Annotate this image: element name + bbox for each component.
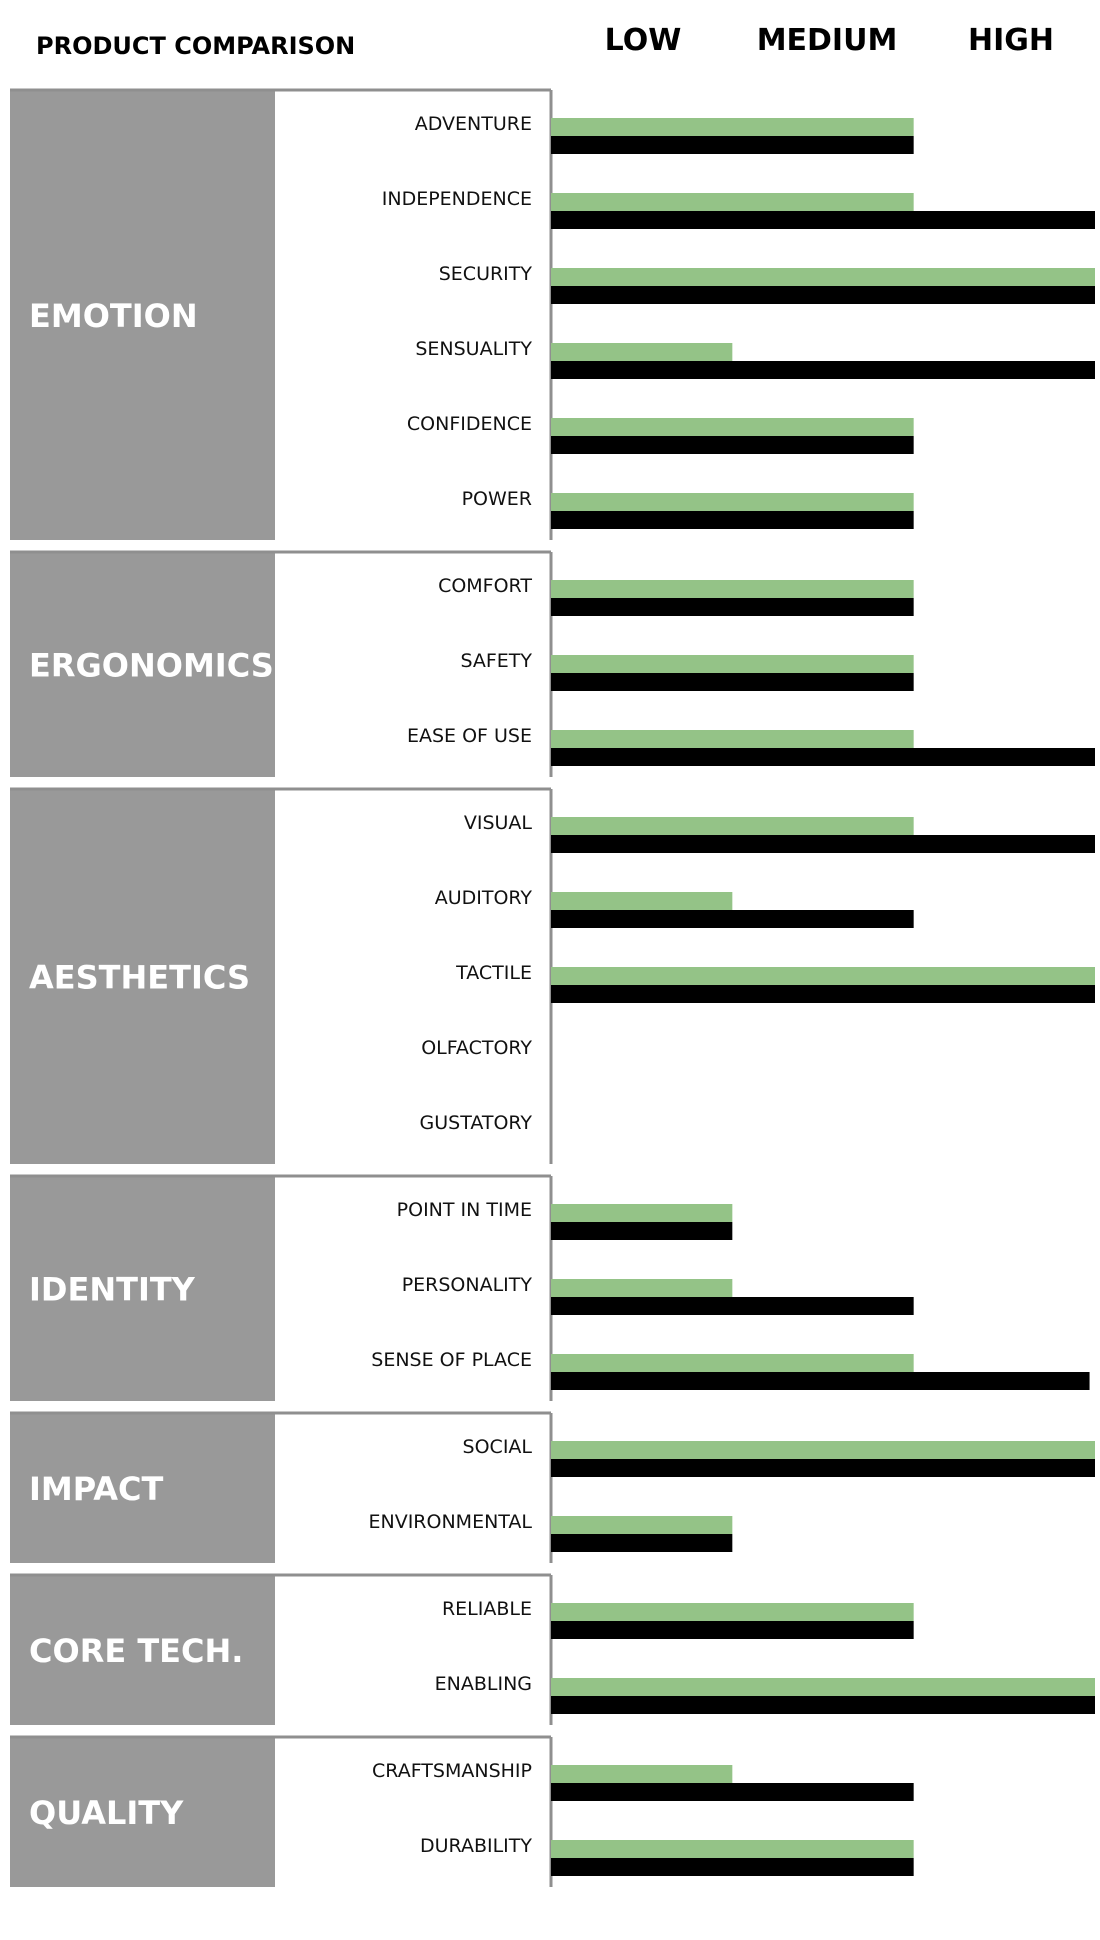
bar-power-green [551,493,914,511]
category-box-ergonomics [10,552,275,777]
item-label-ease-of-use: EASE OF USE [407,725,532,747]
bar-ease-of-use-black [551,748,1095,766]
level-label-medium: MEDIUM [757,23,898,58]
item-label-adventure: ADVENTURE [415,113,532,135]
bar-sense-of-place-green [551,1354,914,1372]
bar-safety-black [551,673,914,691]
item-label-enabling: ENABLING [435,1673,532,1695]
item-label-personality: PERSONALITY [402,1274,533,1296]
level-label-low: LOW [605,23,682,58]
item-label-point-in-time: POINT IN TIME [397,1199,532,1221]
bar-visual-black [551,835,1095,853]
bar-point-in-time-green [551,1204,733,1222]
bar-personality-black [551,1297,914,1315]
item-label-security: SECURITY [439,263,533,285]
bar-confidence-green [551,418,914,436]
bar-social-black [551,1459,1095,1477]
bar-independence-green [551,193,914,211]
bar-point-in-time-black [551,1222,733,1240]
item-label-sensuality: SENSUALITY [415,338,532,360]
bar-auditory-black [551,910,914,928]
item-label-reliable: RELIABLE [442,1598,532,1620]
bar-reliable-black [551,1621,914,1639]
bar-personality-green [551,1279,733,1297]
category-label-core-tech: CORE TECH. [29,1632,243,1670]
category-box-emotion [10,90,275,540]
bar-tactile-black [551,985,1095,1003]
bar-comfort-black [551,598,914,616]
bar-sensuality-green [551,343,733,361]
bar-security-black [551,286,1095,304]
item-label-gustatory: GUSTATORY [420,1112,533,1134]
item-label-sense-of-place: SENSE OF PLACE [371,1349,532,1371]
category-box-quality [10,1737,275,1887]
item-label-olfactory: OLFACTORY [421,1037,532,1059]
item-label-safety: SAFETY [460,650,532,672]
level-label-high: HIGH [968,23,1054,58]
item-label-craftsmanship: CRAFTSMANSHIP [372,1760,532,1782]
bar-security-green [551,268,1095,286]
bar-tactile-green [551,967,1095,985]
item-label-visual: VISUAL [464,812,533,834]
item-label-comfort: COMFORT [438,575,532,597]
category-box-aesthetics [10,789,275,1164]
category-box-impact [10,1413,275,1563]
item-label-durability: DURABILITY [420,1835,532,1857]
item-label-auditory: AUDITORY [435,887,533,909]
bar-enabling-green [551,1678,1095,1696]
bar-safety-green [551,655,914,673]
category-box-identity [10,1176,275,1401]
bar-adventure-green [551,118,914,136]
bar-environmental-green [551,1516,733,1534]
bar-sensuality-black [551,361,1095,379]
bar-enabling-black [551,1696,1095,1714]
category-label-emotion: EMOTION [29,297,198,335]
item-label-independence: INDEPENDENCE [382,188,532,210]
category-label-ergonomics: ERGONOMICS [29,647,274,685]
bar-social-green [551,1441,1095,1459]
bar-craftsmanship-green [551,1765,733,1783]
category-label-impact: IMPACT [29,1470,164,1508]
bar-power-black [551,511,914,529]
bar-craftsmanship-black [551,1783,914,1801]
bar-environmental-black [551,1534,733,1552]
category-label-identity: IDENTITY [29,1271,196,1309]
bar-visual-green [551,817,914,835]
item-label-tactile: TACTILE [455,962,532,984]
bar-durability-black [551,1858,914,1876]
bar-adventure-black [551,136,914,154]
bar-sense-of-place-black [551,1372,1090,1390]
category-box-core-tech [10,1575,275,1725]
bar-independence-black [551,211,1095,229]
bar-auditory-green [551,892,733,910]
bar-confidence-black [551,436,914,454]
bar-ease-of-use-green [551,730,914,748]
category-label-aesthetics: AESTHETICS [29,959,250,997]
bar-reliable-green [551,1603,914,1621]
item-label-power: POWER [462,488,532,510]
item-label-environmental: ENVIRONMENTAL [368,1511,532,1533]
chart-title: PRODUCT COMPARISON [36,32,355,60]
item-label-social: SOCIAL [463,1436,533,1458]
bar-comfort-green [551,580,914,598]
item-label-confidence: CONFIDENCE [407,413,532,435]
bar-durability-green [551,1840,914,1858]
category-label-quality: QUALITY [29,1794,184,1832]
